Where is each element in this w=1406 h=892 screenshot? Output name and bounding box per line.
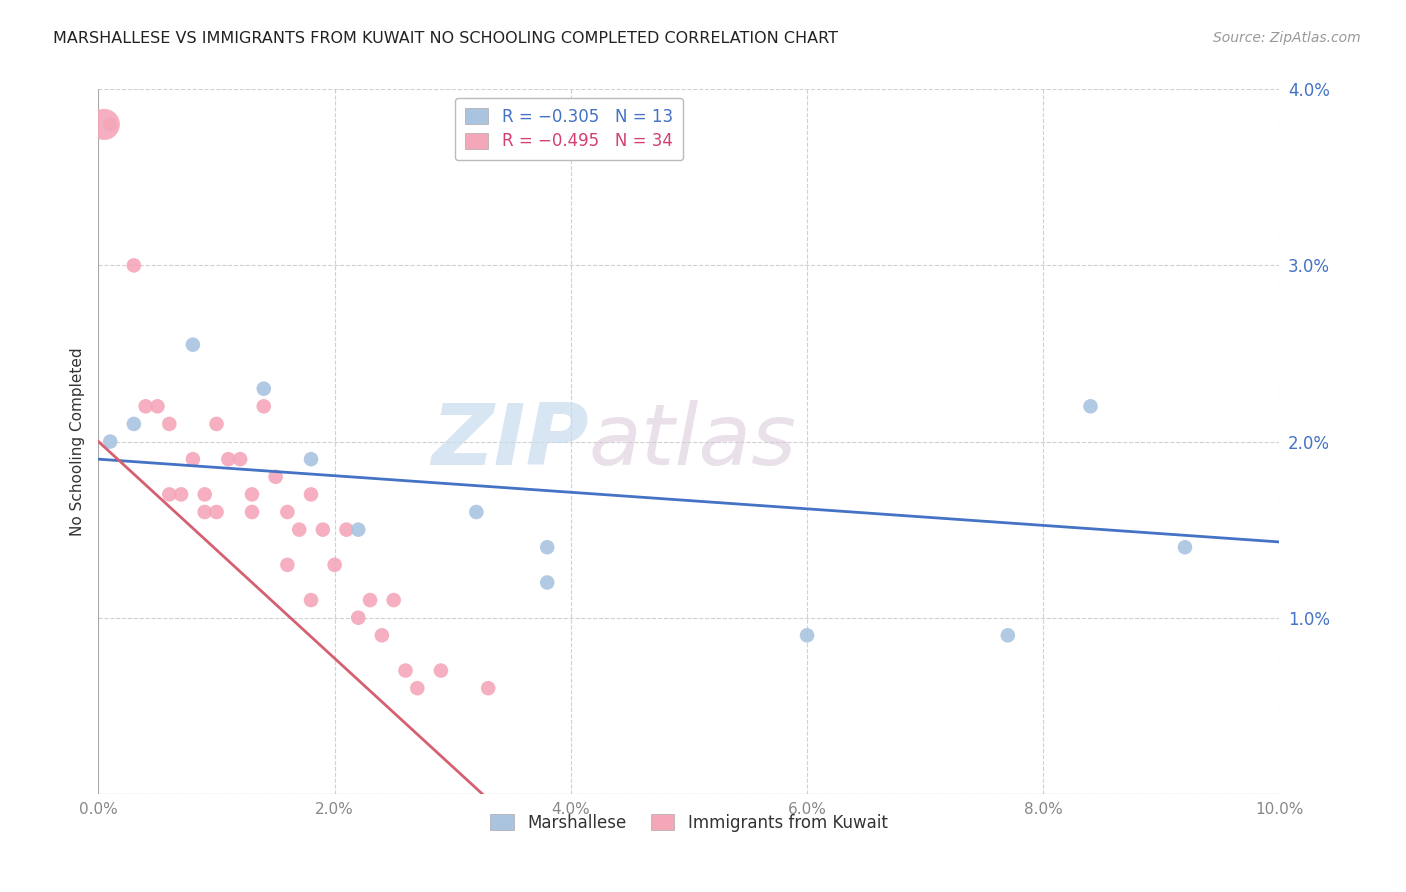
Point (157, 487, 180, 501)
Point (122, 417, 145, 431)
Point (98, 117, 121, 131)
Point (299, 487, 322, 501)
Point (122, 259, 145, 273)
Point (93, 117, 115, 131)
Point (299, 452, 322, 467)
Point (406, 681, 429, 696)
Point (335, 523, 357, 537)
Point (477, 681, 499, 696)
Point (146, 400, 169, 414)
Point (205, 417, 228, 431)
Point (157, 417, 180, 431)
Point (347, 610, 370, 624)
Point (796, 628, 818, 642)
Point (253, 400, 276, 414)
Point (181, 452, 204, 467)
Point (135, 400, 157, 414)
Point (359, 593, 381, 607)
Point (98, 434, 121, 449)
Point (194, 487, 217, 501)
Y-axis label: No Schooling Completed: No Schooling Completed (69, 347, 84, 536)
Point (347, 523, 370, 537)
Point (1080, 400, 1102, 414)
Point (276, 558, 298, 572)
Point (1174, 541, 1197, 555)
Point (276, 505, 298, 519)
Point (240, 505, 263, 519)
Point (264, 469, 287, 483)
Point (382, 593, 405, 607)
Point (430, 664, 453, 678)
Point (371, 628, 394, 642)
Point (217, 452, 239, 467)
Point (194, 505, 217, 519)
Point (312, 523, 335, 537)
Point (394, 664, 416, 678)
Point (288, 523, 311, 537)
Point (323, 558, 346, 572)
Text: ZIP: ZIP (430, 400, 589, 483)
Point (205, 505, 228, 519)
Point (240, 487, 263, 501)
Text: Source: ZipAtlas.com: Source: ZipAtlas.com (1213, 31, 1361, 45)
Point (181, 337, 204, 351)
Point (997, 628, 1019, 642)
Point (536, 541, 558, 555)
Point (536, 575, 558, 590)
Text: MARSHALLESE VS IMMIGRANTS FROM KUWAIT NO SCHOOLING COMPLETED CORRELATION CHART: MARSHALLESE VS IMMIGRANTS FROM KUWAIT NO… (53, 31, 838, 46)
Point (170, 487, 193, 501)
Legend: Marshallese, Immigrants from Kuwait: Marshallese, Immigrants from Kuwait (484, 807, 894, 838)
Point (253, 382, 276, 396)
Point (229, 452, 252, 467)
Point (465, 505, 488, 519)
Point (299, 593, 322, 607)
Text: atlas: atlas (589, 400, 797, 483)
